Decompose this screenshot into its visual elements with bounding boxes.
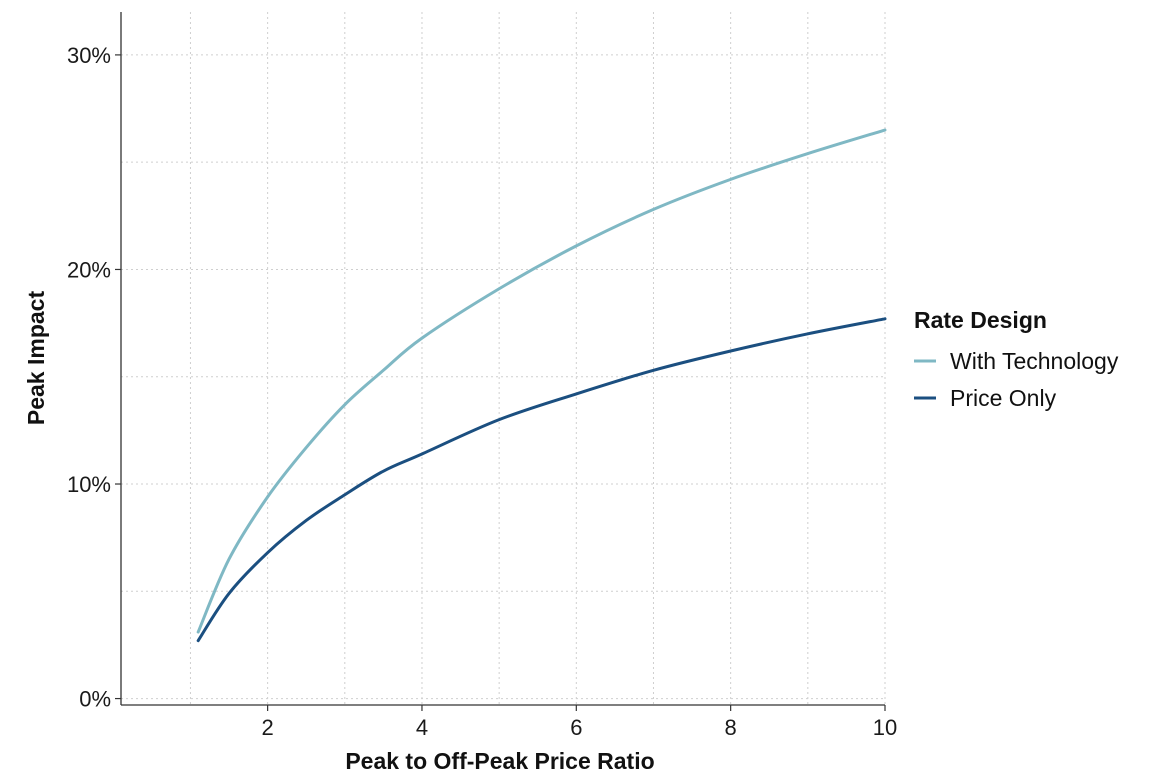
tick-labels: 2 4 6 8 10 0% 10% 20% 30% xyxy=(67,43,897,740)
y-tick-label: 10% xyxy=(67,472,111,497)
series-line-with-technology xyxy=(196,128,887,634)
legend-label-with-technology: With Technology xyxy=(950,348,1119,374)
legend-label-price-only: Price Only xyxy=(950,385,1057,411)
x-tick-label: 2 xyxy=(262,715,274,740)
y-tick-label: 0% xyxy=(79,687,111,712)
y-axis-title: Peak Impact xyxy=(23,291,49,426)
x-tick-label: 6 xyxy=(570,715,582,740)
x-tick-label: 10 xyxy=(873,715,897,740)
series-lines xyxy=(196,128,887,643)
axes xyxy=(120,12,885,706)
legend-items: With Technology Price Only xyxy=(914,348,1119,411)
x-tick-label: 4 xyxy=(416,715,428,740)
x-axis-title: Peak to Off-Peak Price Ratio xyxy=(345,748,654,774)
legend: Rate Design With Technology Price Only xyxy=(914,307,1119,411)
y-tick-label: 20% xyxy=(67,257,111,282)
grid-lines xyxy=(121,12,886,705)
y-tick-label: 30% xyxy=(67,43,111,68)
legend-title: Rate Design xyxy=(914,307,1047,333)
x-tick-label: 8 xyxy=(725,715,737,740)
series-line-price-only xyxy=(196,317,887,643)
